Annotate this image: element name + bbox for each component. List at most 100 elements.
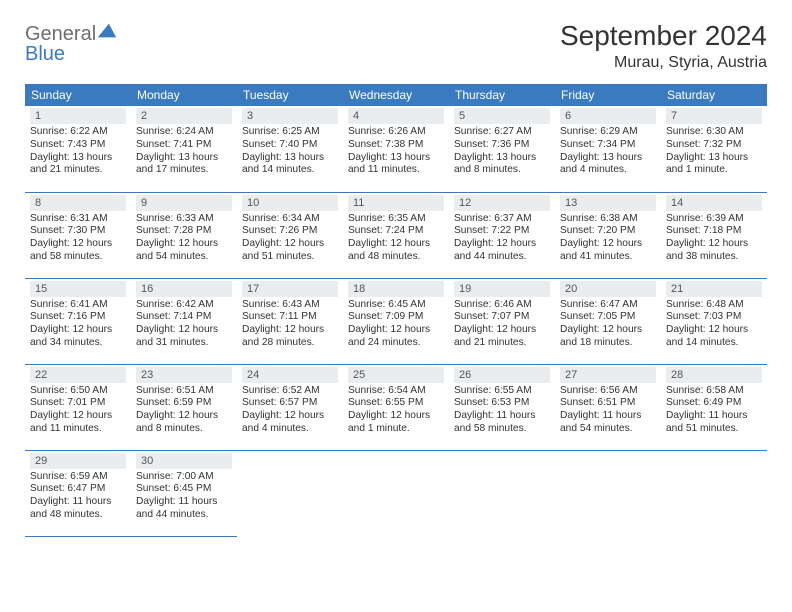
weekday-header: Thursday xyxy=(449,84,555,106)
sunset-line: Sunset: 7:05 PM xyxy=(560,311,656,324)
daylight-line: Daylight: 12 hours and 14 minutes. xyxy=(666,324,762,350)
logo-triangle-icon xyxy=(96,20,118,40)
sunset-line: Sunset: 7:11 PM xyxy=(242,311,338,324)
sunrise-line: Sunrise: 6:22 AM xyxy=(30,126,126,139)
day-number: 17 xyxy=(242,281,338,297)
sunrise-line: Sunrise: 6:24 AM xyxy=(136,126,232,139)
sunrise-line: Sunrise: 6:31 AM xyxy=(30,213,126,226)
calendar-cell: 21Sunrise: 6:48 AMSunset: 7:03 PMDayligh… xyxy=(661,278,767,364)
daylight-line: Daylight: 12 hours and 1 minute. xyxy=(348,410,444,436)
sunset-line: Sunset: 7:43 PM xyxy=(30,139,126,152)
day-number: 7 xyxy=(666,108,762,124)
weekday-header: Wednesday xyxy=(343,84,449,106)
header: General Blue September 2024 Murau, Styri… xyxy=(25,20,767,72)
calendar-cell: 28 Sunrise: 6:58 AMSunset: 6:49 PMDayligh… xyxy=(661,364,767,450)
daylight-line: Daylight: 12 hours and 48 minutes. xyxy=(348,238,444,264)
calendar-cell: 22Sunrise: 6:50 AMSunset: 7:01 PMDayligh… xyxy=(25,364,131,450)
sunset-line: Sunset: 7:30 PM xyxy=(30,225,126,238)
sunset-line: Sunset: 6:49 PM xyxy=(666,397,762,410)
sunset-line: Sunset: 6:45 PM xyxy=(136,483,232,496)
day-number: 2 xyxy=(136,108,232,124)
weekday-header: Friday xyxy=(555,84,661,106)
daylight-line: Daylight: 11 hours and 44 minutes. xyxy=(136,496,232,522)
day-number: 29 xyxy=(30,453,126,469)
sunset-line: Sunset: 7:41 PM xyxy=(136,139,232,152)
page-title: September 2024 xyxy=(560,20,767,52)
sunset-line: Sunset: 7:14 PM xyxy=(136,311,232,324)
calendar-cell: 15Sunrise: 6:41 AMSunset: 7:16 PMDayligh… xyxy=(25,278,131,364)
sunrise-line: Sunrise: 6:33 AM xyxy=(136,213,232,226)
weekday-header-row: SundayMondayTuesdayWednesdayThursdayFrid… xyxy=(25,84,767,106)
sunset-line: Sunset: 7:34 PM xyxy=(560,139,656,152)
calendar-cell: 18Sunrise: 6:45 AMSunset: 7:09 PMDayligh… xyxy=(343,278,449,364)
calendar-cell: 14Sunrise: 6:39 AMSunset: 7:18 PMDayligh… xyxy=(661,192,767,278)
calendar-week-row: 15Sunrise: 6:41 AMSunset: 7:16 PMDayligh… xyxy=(25,278,767,364)
daylight-line: Daylight: 12 hours and 41 minutes. xyxy=(560,238,656,264)
day-number: 12 xyxy=(454,195,550,211)
calendar-cell: 7Sunrise: 6:30 AMSunset: 7:32 PMDaylight… xyxy=(661,106,767,192)
day-number: 8 xyxy=(30,195,126,211)
sunset-line: Sunset: 6:53 PM xyxy=(454,397,550,410)
logo-text-gray: General xyxy=(25,23,96,45)
day-number: 14 xyxy=(666,195,762,211)
calendar-table: SundayMondayTuesdayWednesdayThursdayFrid… xyxy=(25,84,767,537)
weekday-header: Tuesday xyxy=(237,84,343,106)
calendar-cell: 27Sunrise: 6:56 AMSunset: 6:51 PMDayligh… xyxy=(555,364,661,450)
day-number: 4 xyxy=(348,108,444,124)
sunrise-line: Sunrise: 6:56 AM xyxy=(560,385,656,398)
daylight-line: Daylight: 11 hours and 51 minutes. xyxy=(666,410,762,436)
sunrise-line: Sunrise: 6:35 AM xyxy=(348,213,444,226)
daylight-line: Daylight: 12 hours and 28 minutes. xyxy=(242,324,338,350)
day-number: 1 xyxy=(30,108,126,124)
sunset-line: Sunset: 7:28 PM xyxy=(136,225,232,238)
calendar-week-row: 8 Sunrise: 6:31 AMSunset: 7:30 PM Daylight… xyxy=(25,192,767,278)
calendar-cell: 13Sunrise: 6:38 AMSunset: 7:20 PMDayligh… xyxy=(555,192,661,278)
calendar-cell: 24Sunrise: 6:52 AMSunset: 6:57 PMDayligh… xyxy=(237,364,343,450)
daylight-line: Daylight: 12 hours and 44 minutes. xyxy=(454,238,550,264)
calendar-cell: 11Sunrise: 6:35 AMSunset: 7:24 PMDayligh… xyxy=(343,192,449,278)
day-number: 9 xyxy=(136,195,232,211)
sunrise-line: Sunrise: 6:41 AM xyxy=(30,299,126,312)
sunrise-line: Sunrise: 6:46 AM xyxy=(454,299,550,312)
calendar-cell xyxy=(555,450,661,536)
calendar-cell xyxy=(237,450,343,536)
day-number: 10 xyxy=(242,195,338,211)
title-block: September 2024 Murau, Styria, Austria xyxy=(560,20,767,72)
day-number: 28 xyxy=(666,367,762,383)
calendar-cell: 3Sunrise: 6:25 AMSunset: 7:40 PMDaylight… xyxy=(237,106,343,192)
sunset-line: Sunset: 7:09 PM xyxy=(348,311,444,324)
logo: General Blue xyxy=(25,20,118,64)
day-number: 11 xyxy=(348,195,444,211)
calendar-cell: 9Sunrise: 6:33 AMSunset: 7:28 PMDaylight… xyxy=(131,192,237,278)
day-number: 18 xyxy=(348,281,444,297)
sunrise-line: Sunrise: 6:34 AM xyxy=(242,213,338,226)
sunset-line: Sunset: 6:59 PM xyxy=(136,397,232,410)
sunrise-line: Sunrise: 6:38 AM xyxy=(560,213,656,226)
sunset-line: Sunset: 7:18 PM xyxy=(666,225,762,238)
day-number: 22 xyxy=(30,367,126,383)
sunrise-line: Sunrise: 7:00 AM xyxy=(136,471,232,484)
calendar-cell: 12Sunrise: 6:37 AMSunset: 7:22 PMDayligh… xyxy=(449,192,555,278)
daylight-line: Daylight: 13 hours and 14 minutes. xyxy=(242,152,338,178)
daylight-line: Daylight: 11 hours and 48 minutes. xyxy=(30,496,126,522)
sunset-line: Sunset: 7:16 PM xyxy=(30,311,126,324)
sunrise-line: Sunrise: 6:50 AM xyxy=(30,385,126,398)
sunrise-line: Sunrise: 6:30 AM xyxy=(666,126,762,139)
sunrise-line: Sunrise: 6:58 AM xyxy=(666,385,762,398)
calendar-cell: 26Sunrise: 6:55 AMSunset: 6:53 PMDayligh… xyxy=(449,364,555,450)
day-number: 13 xyxy=(560,195,656,211)
sunset-line: Sunset: 6:57 PM xyxy=(242,397,338,410)
logo-text: General Blue xyxy=(25,20,118,64)
sunrise-line: Sunrise: 6:27 AM xyxy=(454,126,550,139)
sunset-line: Sunset: 7:26 PM xyxy=(242,225,338,238)
daylight-line: Daylight: 12 hours and 4 minutes. xyxy=(242,410,338,436)
calendar-cell: 23Sunrise: 6:51 AMSunset: 6:59 PMDayligh… xyxy=(131,364,237,450)
daylight-line: Daylight: 12 hours and 38 minutes. xyxy=(666,238,762,264)
calendar-page: General Blue September 2024 Murau, Styri… xyxy=(0,0,792,557)
daylight-line: Daylight: 11 hours and 58 minutes. xyxy=(454,410,550,436)
day-number: 5 xyxy=(454,108,550,124)
daylight-line: Daylight: 12 hours and 21 minutes. xyxy=(454,324,550,350)
calendar-cell: 16Sunrise: 6:42 AMSunset: 7:14 PMDayligh… xyxy=(131,278,237,364)
calendar-cell: 30Sunrise: 7:00 AMSunset: 6:45 PMDayligh… xyxy=(131,450,237,536)
daylight-line: Daylight: 12 hours and 51 minutes. xyxy=(242,238,338,264)
